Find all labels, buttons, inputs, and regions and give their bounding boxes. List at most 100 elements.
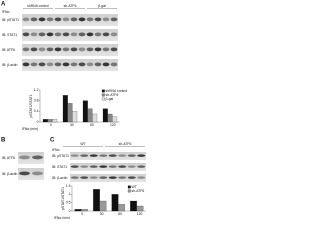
blot-band xyxy=(70,165,79,168)
blot-band xyxy=(38,62,46,67)
blot-band xyxy=(86,32,94,37)
blot xyxy=(22,14,118,26)
y-tick-label: 0.5 xyxy=(66,201,71,205)
y-axis-label: pSTAT1/STAT1 xyxy=(29,94,33,117)
blot-band xyxy=(54,47,62,52)
bar xyxy=(87,108,93,123)
page: A B C IFNα IFNα shRNA control sh-ATF6 β-ga… xyxy=(1,1,146,219)
blot-band xyxy=(62,47,70,52)
group-label: shRNA control xyxy=(27,4,49,8)
legend-label: WT xyxy=(132,185,137,189)
x-tick-label: 60 xyxy=(118,212,122,216)
blot-band xyxy=(99,154,108,157)
legend-swatch xyxy=(101,97,105,101)
bar xyxy=(118,204,125,212)
blot-band xyxy=(54,62,62,67)
blot-band xyxy=(94,62,102,67)
treatment-label: IFNα xyxy=(52,148,59,152)
panel-label: A xyxy=(1,2,6,8)
blot xyxy=(22,29,118,41)
bar xyxy=(82,100,88,123)
blot-band xyxy=(30,17,38,22)
blot-band xyxy=(38,32,46,37)
blot-band xyxy=(102,62,110,67)
bar xyxy=(92,113,98,123)
blot-band xyxy=(102,47,110,52)
x-tick-label: 30 xyxy=(100,212,104,216)
x-tick-label: 0 xyxy=(50,123,52,127)
blot-band xyxy=(22,47,30,52)
x-tick-label: 0 xyxy=(81,212,83,216)
blot-band xyxy=(110,17,118,22)
legend-swatch xyxy=(127,185,131,189)
blot-band xyxy=(89,165,98,168)
blot-band xyxy=(70,154,79,157)
blot-band xyxy=(127,154,136,157)
blot-label: IB: β-actin xyxy=(2,63,17,67)
y-axis-label: pSTAT1/STAT1 xyxy=(61,187,65,210)
blot-band xyxy=(94,17,102,22)
x-tick-label: 120 xyxy=(110,123,116,127)
blot-band xyxy=(62,32,70,37)
blot-band xyxy=(137,154,146,157)
blot-band xyxy=(78,47,86,52)
blot-band xyxy=(137,176,146,179)
blot-band xyxy=(30,47,38,52)
blot-band xyxy=(89,176,98,179)
blot-band xyxy=(108,176,117,179)
blot-band xyxy=(118,165,127,168)
group-label: WT xyxy=(80,142,85,146)
blot-band xyxy=(102,32,110,37)
blot-band xyxy=(127,165,136,168)
bar xyxy=(62,95,68,123)
blot-band xyxy=(46,47,54,52)
blot-band xyxy=(102,17,110,22)
bar xyxy=(112,116,118,123)
blot-label: IB: ATF6 xyxy=(2,156,15,160)
blot-band xyxy=(108,154,117,157)
blot-band xyxy=(80,176,89,179)
legend-swatch xyxy=(127,189,131,193)
bar xyxy=(102,108,108,123)
blot-band xyxy=(54,17,62,22)
blot-band xyxy=(89,154,98,157)
blot-band xyxy=(70,17,78,22)
x-axis-label: IFNα (min) xyxy=(22,127,38,131)
blot-band xyxy=(118,176,127,179)
legend-label: shRNA control xyxy=(106,89,128,93)
y-tick-label: 0 xyxy=(37,120,39,124)
figure: A B C IFNα IFNα shRNA control sh-ATF6 β-ga… xyxy=(1,2,146,219)
blot-band xyxy=(70,32,78,37)
legend-label: β-gal xyxy=(106,97,114,101)
blot-band xyxy=(108,165,117,168)
x-tick-label: 120 xyxy=(137,212,143,216)
blot-band xyxy=(78,62,86,67)
blot-band xyxy=(80,154,89,157)
blot-label: IB: β-actin xyxy=(2,172,17,176)
blot-band xyxy=(80,165,89,168)
blot-label: IB: β-actin xyxy=(52,176,67,180)
blot-band xyxy=(78,32,86,37)
group-label: sh-ATF6 xyxy=(119,142,132,146)
y-tick-label: 0.4 xyxy=(34,109,39,113)
blot xyxy=(18,152,44,164)
blot xyxy=(70,174,146,182)
blot-band xyxy=(62,17,70,22)
blot-band xyxy=(110,32,118,37)
group-label: sh-ATF6 xyxy=(64,4,77,8)
y-tick-label: 1 xyxy=(69,192,71,196)
blot-band xyxy=(70,47,78,52)
blot-band xyxy=(94,47,102,52)
blot xyxy=(70,163,146,171)
x-tick-label: 30 xyxy=(70,123,74,127)
legend-swatch xyxy=(101,93,105,97)
blot-label: IB: pSTAT1 xyxy=(52,154,69,158)
blot-band xyxy=(32,155,43,160)
blot-label: IB: STAT1 xyxy=(2,33,17,37)
blot-band xyxy=(118,154,127,157)
bar xyxy=(42,119,48,123)
bar xyxy=(111,194,119,212)
blot-band xyxy=(54,32,62,37)
y-tick-label: 0.8 xyxy=(34,99,39,103)
blot xyxy=(22,59,118,71)
